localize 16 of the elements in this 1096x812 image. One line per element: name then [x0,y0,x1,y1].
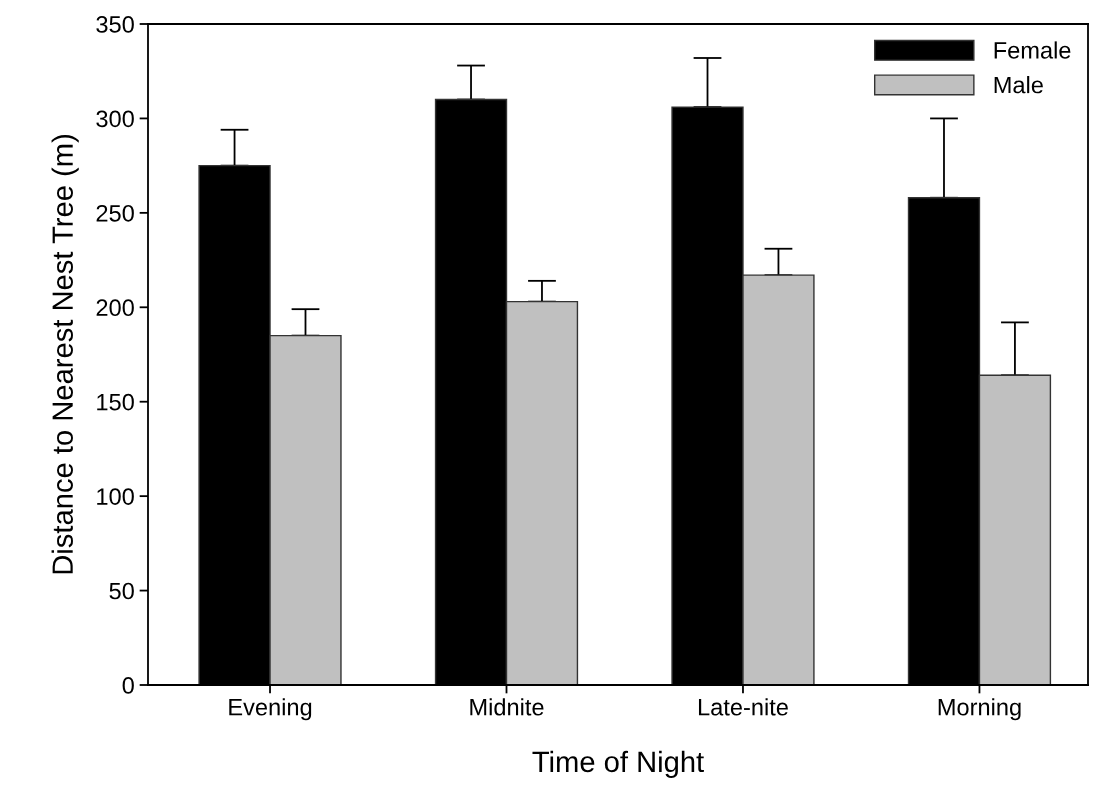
y-tick-label: 0 [122,677,134,694]
legend-label: Male [994,76,1043,94]
legend-label: Female [994,41,1071,59]
x-tick-label: Morning [938,698,1021,721]
y-tick-label: 150 [97,393,134,411]
x-axis-title: Time of Night [532,750,704,778]
x-tick-label: Evening [229,698,312,721]
x-tick-label: Midnite [470,698,544,716]
y-tick-label: 100 [97,488,134,505]
y-tick-label: 350 [96,16,134,33]
y-axis-title: Distance to Nearest Nest Tree (m) [51,135,79,574]
y-tick-label: 250 [96,204,134,222]
x-tick-label: Late-nite [698,698,788,716]
y-tick-label: 300 [96,110,134,128]
y-tick-label: 50 [109,582,134,600]
y-tick-label: 200 [96,299,134,317]
